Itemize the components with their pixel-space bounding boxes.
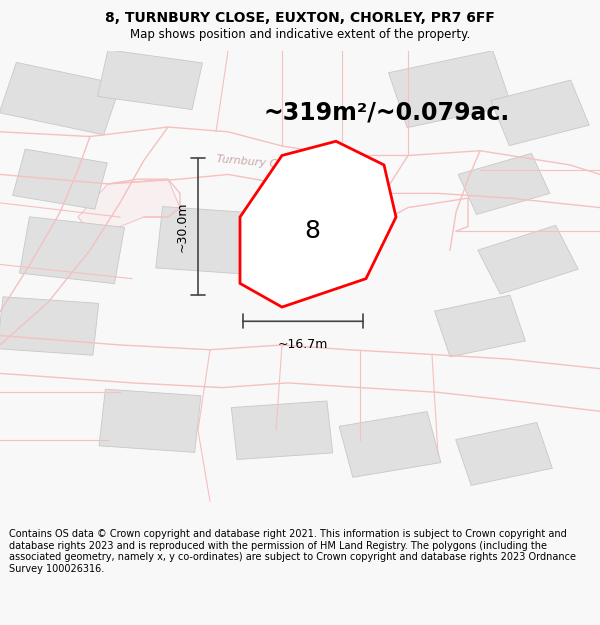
Bar (99, 389, 201, 452)
Text: 8: 8 (304, 219, 320, 243)
Text: Turnbury Close: Turnbury Close (216, 154, 300, 172)
Text: Map shows position and indicative extent of the property.: Map shows position and indicative extent… (130, 28, 470, 41)
Polygon shape (78, 179, 180, 231)
Polygon shape (0, 127, 600, 208)
Bar (13, 149, 107, 209)
Bar (19, 217, 125, 284)
Bar (339, 412, 441, 478)
Bar (389, 51, 511, 127)
Bar (0, 62, 121, 135)
Bar (156, 207, 264, 275)
Text: 8, TURNBURY CLOSE, EUXTON, CHORLEY, PR7 6FF: 8, TURNBURY CLOSE, EUXTON, CHORLEY, PR7 … (105, 11, 495, 25)
Bar (434, 295, 526, 357)
Text: Contains OS data © Crown copyright and database right 2021. This information is : Contains OS data © Crown copyright and d… (9, 529, 576, 574)
Bar (98, 50, 202, 109)
Text: ~16.7m: ~16.7m (278, 338, 328, 351)
Text: ~30.0m: ~30.0m (176, 201, 189, 252)
Bar (455, 422, 553, 486)
Bar (458, 153, 550, 214)
Bar (491, 80, 589, 146)
Bar (0, 297, 98, 355)
Text: ~319m²/~0.079ac.: ~319m²/~0.079ac. (264, 101, 510, 125)
Bar (232, 401, 332, 459)
Bar (478, 226, 578, 294)
Polygon shape (240, 141, 396, 307)
